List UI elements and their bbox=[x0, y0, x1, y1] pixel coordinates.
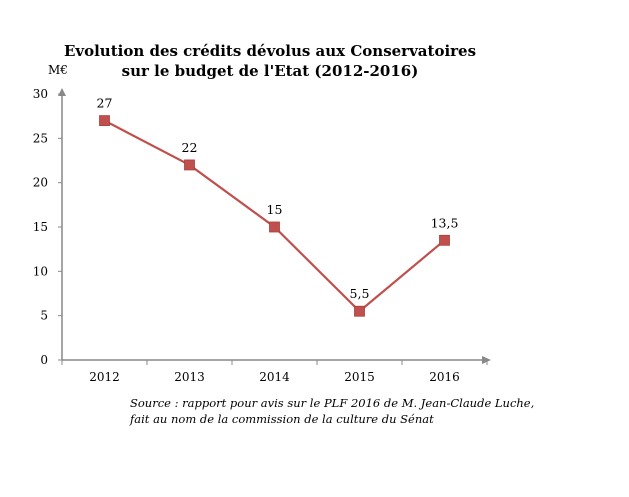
y-axis-label: M€ bbox=[48, 63, 68, 77]
chart-title-line-1: Evolution des crédits dévolus aux Conser… bbox=[64, 42, 476, 60]
x-tick-label: 2015 bbox=[344, 370, 375, 384]
x-tick-label: 2012 bbox=[89, 370, 120, 384]
data-label: 13,5 bbox=[431, 215, 459, 230]
source-line-1: Source : rapport pour avis sur le PLF 20… bbox=[130, 396, 534, 410]
y-tick-label: 25 bbox=[33, 131, 48, 145]
data-point bbox=[184, 159, 195, 171]
data-point bbox=[354, 305, 365, 317]
data-label: 27 bbox=[97, 96, 113, 111]
source-line-2: fait au nom de la commission de la cultu… bbox=[129, 412, 434, 426]
data-label: 5,5 bbox=[350, 286, 370, 301]
y-tick-label: 0 bbox=[40, 353, 48, 367]
x-tick-label: 2014 bbox=[259, 370, 290, 384]
y-tick-label: 30 bbox=[33, 87, 48, 101]
data-label: 15 bbox=[267, 202, 283, 217]
y-tick-label: 15 bbox=[33, 220, 48, 234]
y-tick-label: 20 bbox=[33, 176, 48, 190]
data-point bbox=[269, 221, 280, 233]
data-point bbox=[99, 115, 110, 126]
y-axis-arrow bbox=[58, 88, 66, 96]
x-tick-label: 2013 bbox=[174, 370, 205, 384]
data-point bbox=[439, 234, 450, 246]
data-label: 22 bbox=[182, 140, 198, 155]
x-tick-label: 2016 bbox=[429, 370, 460, 384]
y-tick-label: 10 bbox=[33, 264, 48, 278]
chart-title-line-2: sur le budget de l'Etat (2012-2016) bbox=[122, 62, 419, 80]
y-tick-label: 5 bbox=[40, 309, 48, 323]
